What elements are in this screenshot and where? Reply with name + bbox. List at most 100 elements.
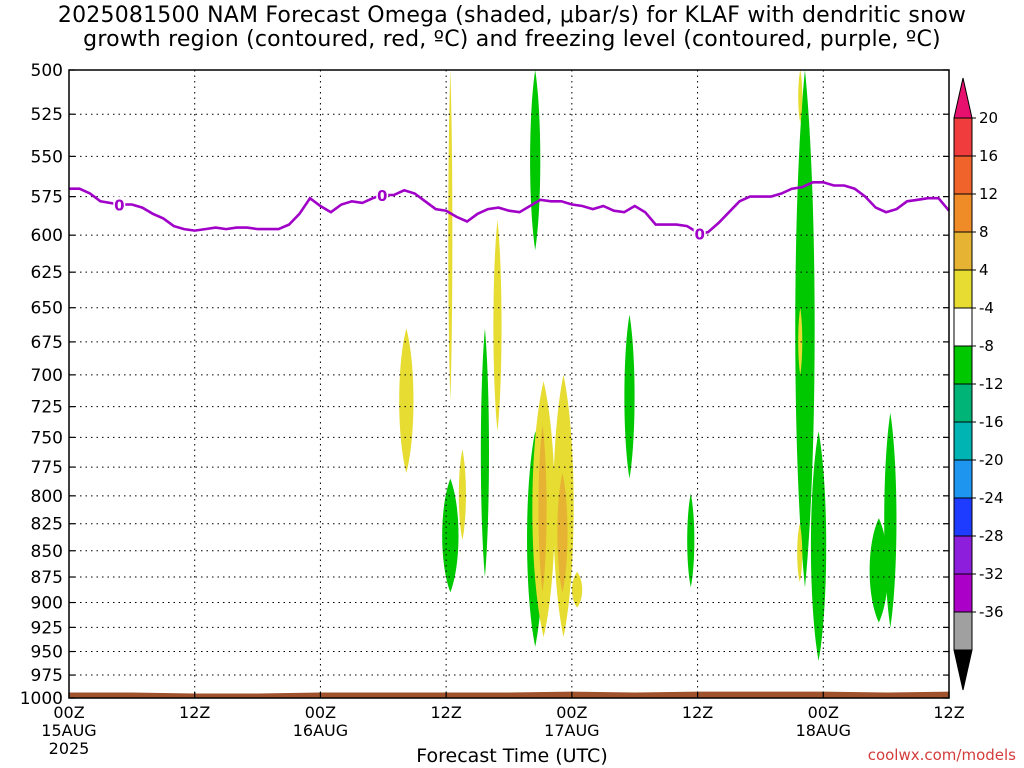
x-tick-year: 2025: [49, 739, 90, 758]
omega-region: [795, 70, 815, 588]
omega-region: [798, 70, 803, 123]
colorbar-top-arrow: [953, 77, 973, 119]
y-tick-label: 750: [31, 428, 63, 448]
grid-lines: [69, 70, 949, 698]
omega-region: [798, 307, 803, 375]
omega-shading: [399, 70, 897, 662]
y-tick-label: 950: [31, 643, 63, 663]
colorbar-swatch: [953, 497, 973, 537]
x-tick-label: 12Z: [682, 703, 713, 722]
omega-region: [480, 328, 489, 578]
x-tick-date: 16AUG: [293, 721, 348, 740]
colorbar-label: 4: [979, 261, 989, 279]
colorbar-label: -36: [979, 603, 1004, 621]
omega-region: [571, 571, 583, 608]
y-tick-label: 550: [31, 147, 63, 167]
colorbar-swatch: [953, 231, 973, 271]
colorbar-label: -28: [979, 527, 1004, 545]
y-tick-label: 875: [31, 568, 63, 588]
y-tick-label: 625: [31, 263, 63, 283]
contour-label-bg: [376, 187, 389, 204]
surface-area: [69, 691, 949, 698]
x-tick-date: 18AUG: [796, 721, 851, 740]
freezing-level-line: [69, 181, 950, 236]
site-credit[interactable]: coolwx.com/models: [867, 746, 1016, 764]
omega-region: [797, 523, 803, 583]
y-tick-label: 850: [31, 542, 63, 562]
omega-region: [448, 70, 453, 401]
omega-region: [493, 219, 502, 432]
colorbar-bottom-arrow: [953, 649, 973, 691]
colorbar: 20 16 12 8 4 -4 -8 -12 -16 -20 -24 -28 -32 -36: [953, 77, 1004, 691]
colorbar-label: -32: [979, 565, 1004, 583]
y-tick-label: 925: [31, 618, 63, 638]
y-tick-label: 775: [31, 458, 63, 478]
colorbar-label: -20: [979, 451, 1004, 469]
colorbar-label: 16: [979, 147, 998, 165]
freezing-level-contour: 0 0 0: [69, 181, 950, 244]
colorbar-swatch: [953, 269, 973, 309]
surface-fill: [69, 691, 949, 698]
contour-label-bg: [693, 225, 706, 242]
x-tick-date: 15AUG: [41, 721, 96, 740]
y-tick-label: 900: [31, 594, 63, 614]
y-tick-label: 600: [31, 226, 63, 246]
colorbar-label: 20: [979, 109, 998, 127]
x-tick-label: 00Z: [556, 703, 587, 722]
omega-region: [399, 328, 414, 473]
colorbar-label: -24: [979, 489, 1004, 507]
x-tick-label: 12Z: [430, 703, 461, 722]
colorbar-swatch: [953, 421, 973, 461]
colorbar-swatch: [953, 307, 973, 347]
y-tick-label: 700: [31, 366, 63, 386]
y-tick-label: 1000: [20, 689, 63, 709]
colorbar-swatch: [953, 193, 973, 233]
y-tick-label: 725: [31, 398, 63, 418]
y-tick-label: 825: [31, 515, 63, 535]
title-line-1: 2025081500 NAM Forecast Omega (shaded, μ…: [57, 3, 967, 28]
title-line-2: growth region (contoured, red, ºC) and f…: [83, 27, 941, 52]
y-tick-label: 800: [31, 487, 63, 507]
freezing-level-contour-label: 0: [694, 226, 704, 244]
omega-region: [557, 472, 568, 593]
plot-frame: [68, 69, 950, 699]
colorbar-swatch: [953, 383, 973, 423]
omega-region: [810, 431, 827, 662]
y-tick-label: 525: [31, 105, 63, 125]
omega-region: [624, 314, 635, 479]
colorbar-label: 12: [979, 185, 998, 203]
chart-title: 2025081500 NAM Forecast Omega (shaded, μ…: [0, 4, 1024, 52]
omega-region: [530, 70, 541, 251]
colorbar-label: -4: [979, 299, 994, 317]
x-tick-label: 00Z: [53, 703, 84, 722]
y-tick-label: 575: [31, 188, 63, 208]
colorbar-label: -12: [979, 375, 1004, 393]
y-tick-label: 975: [31, 666, 63, 686]
omega-region: [687, 493, 695, 588]
colorbar-swatch: [953, 573, 973, 613]
colorbar-swatch: [953, 459, 973, 499]
y-axis: 500 525 550 575 600 625 650 675 700 725 750 775 800 8…: [20, 61, 949, 709]
x-tick-label: 00Z: [808, 703, 839, 722]
y-tick-label: 500: [31, 61, 63, 81]
contour-label-bg: [113, 196, 126, 213]
omega-region: [538, 425, 547, 593]
colorbar-label: 8: [979, 223, 989, 241]
omega-region: [869, 518, 889, 623]
freezing-level-contour-label: 0: [114, 196, 124, 214]
colorbar-swatch: [953, 155, 973, 195]
omega-region: [884, 412, 897, 628]
y-tick-label: 650: [31, 299, 63, 319]
x-tick-label: 00Z: [305, 703, 336, 722]
freezing-level-contour-label: 0: [377, 187, 387, 205]
x-tick-label: 12Z: [179, 703, 210, 722]
y-tick-label: 675: [31, 333, 63, 353]
colorbar-label: -8: [979, 337, 994, 355]
omega-region: [458, 449, 466, 541]
colorbar-label: -16: [979, 413, 1004, 431]
x-tick-date: 17AUG: [544, 721, 599, 740]
colorbar-swatch: [953, 345, 973, 385]
x-tick-label: 12Z: [933, 703, 964, 722]
